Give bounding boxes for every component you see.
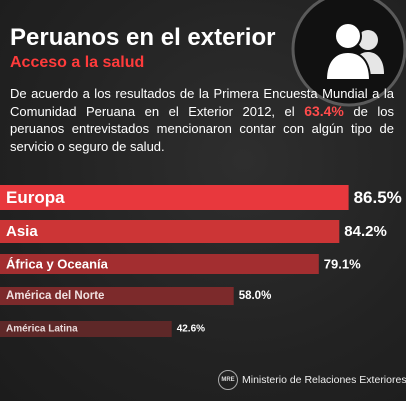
users-icon <box>291 0 406 107</box>
bar-1 <box>0 220 340 243</box>
intro-text-start: De acuerdo a los resultados de la Primer… <box>10 86 394 119</box>
bar-label-0: Europa <box>6 188 65 207</box>
bar-value-3: 58.0% <box>239 290 272 302</box>
bar-label-1: Asia <box>6 223 38 240</box>
bar-0 <box>0 185 349 210</box>
bar-label-4: América Latina <box>6 324 78 335</box>
ministry-seal-icon: MRE <box>218 370 238 390</box>
bar-label-3: América del Norte <box>6 290 104 302</box>
bar-value-4: 42.6% <box>177 324 205 335</box>
page-title: Peruanos en el exterior <box>10 24 276 51</box>
highlight-percentage: 63.4% <box>304 102 344 119</box>
bar-3 <box>0 287 234 305</box>
bar-value-1: 84.2% <box>344 223 387 240</box>
bar-2 <box>0 254 319 274</box>
bar-value-0: 86.5% <box>354 188 402 207</box>
intro-text: De acuerdo a los resultados de la Primer… <box>10 85 394 155</box>
bar-4 <box>0 321 172 337</box>
page-subtitle: Acceso a la salud <box>10 54 145 71</box>
ministry-name: Ministerio de Relaciones Exteriores <box>242 374 406 386</box>
footer: MRE Ministerio de Relaciones Exteriores <box>218 370 406 390</box>
bar-value-2: 79.1% <box>324 257 361 272</box>
intro-text-end: de los peruanos entrevistados mencionaro… <box>10 103 394 154</box>
bar-chart: Europa 86.5% Asia 84.2% África y Oceanía 79.1… <box>0 185 402 337</box>
bar-label-2: África y Oceanía <box>6 257 109 272</box>
